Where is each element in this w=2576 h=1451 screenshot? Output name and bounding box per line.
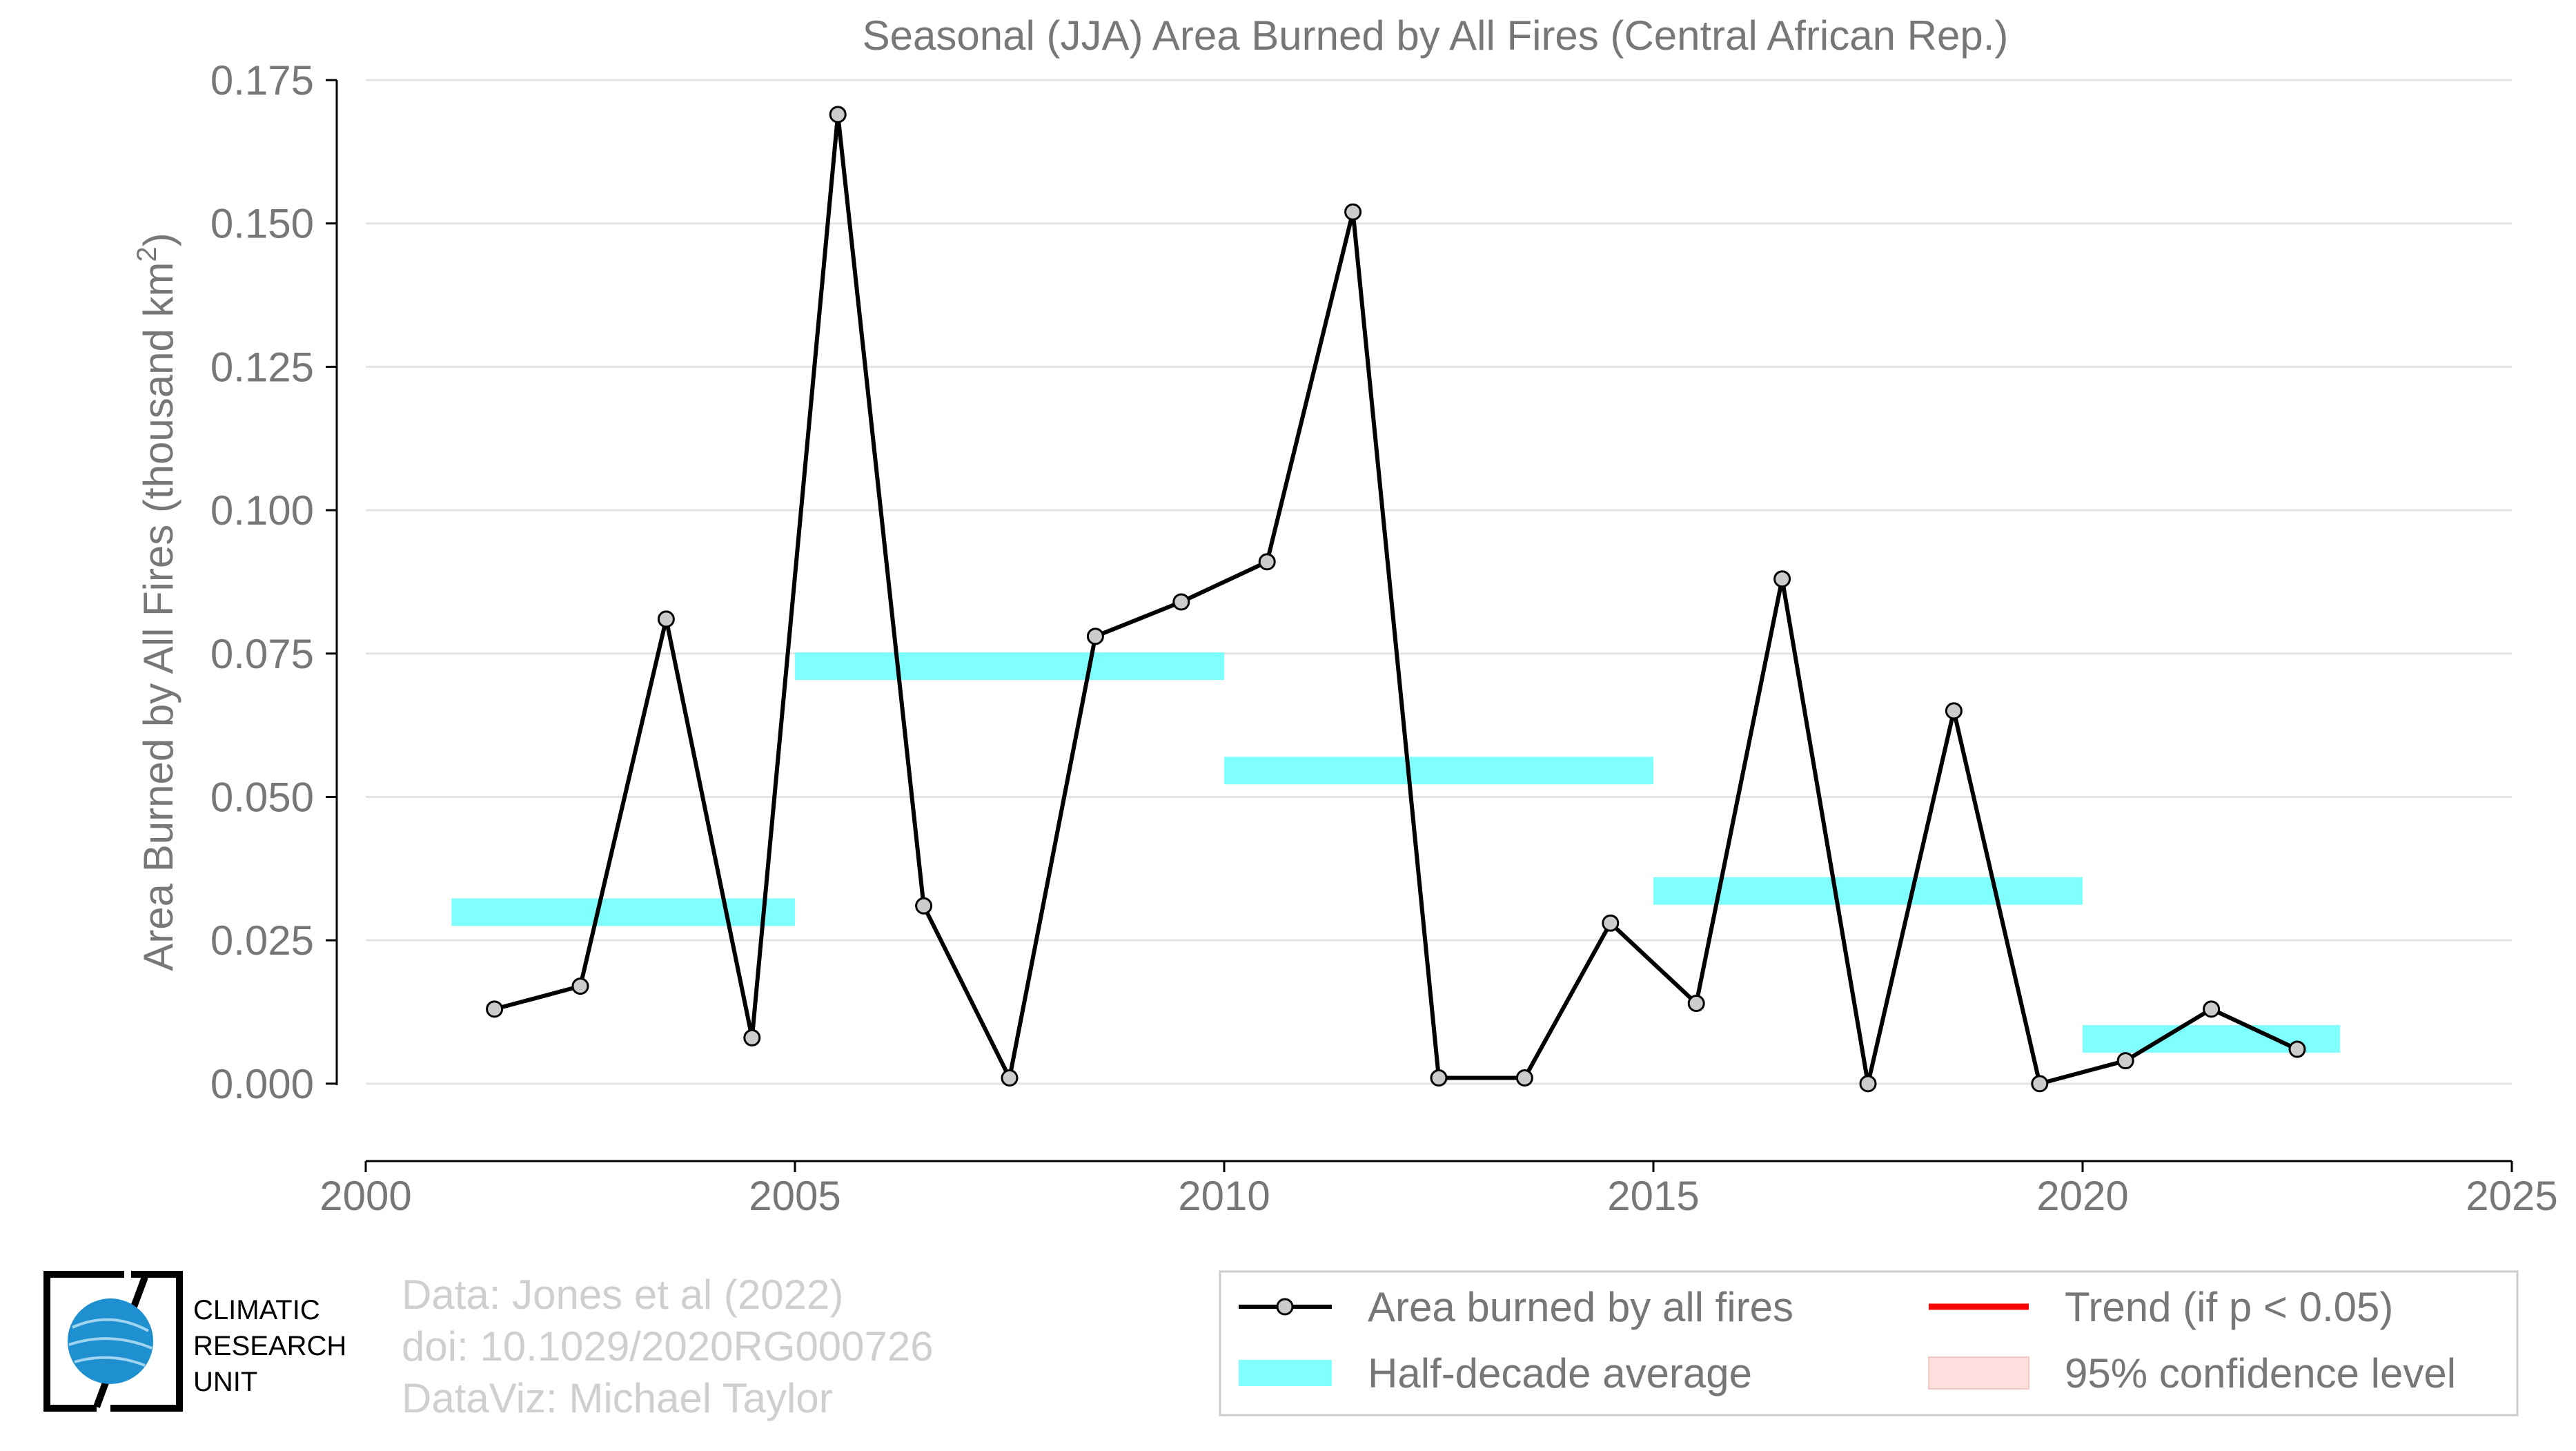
data-point xyxy=(1945,702,1963,720)
legend-label-half-decade: Half-decade average xyxy=(1368,1350,1752,1396)
data-point xyxy=(1086,627,1104,645)
credit-data-source: Data: Jones et al (2022) xyxy=(402,1272,844,1318)
globe-icon xyxy=(68,1298,153,1384)
credit-doi: doi: 10.1029/2020RG000726 xyxy=(402,1323,934,1370)
series-line xyxy=(493,112,2299,1086)
data-point xyxy=(486,1000,504,1018)
data-point xyxy=(1687,995,1705,1013)
half-decade-bands xyxy=(451,652,2341,1053)
globe-lines-icon xyxy=(68,1318,153,1367)
data-point xyxy=(743,1029,761,1046)
cru-logo xyxy=(41,1269,186,1414)
half-decade-average-bar xyxy=(1224,757,1653,785)
y-axis-label-end: ) xyxy=(135,233,181,246)
x-tick-label: 2025 xyxy=(2466,1173,2557,1219)
data-credits: Data: Jones et al (2022) doi: 10.1029/20… xyxy=(402,1269,934,1424)
gridlines xyxy=(366,79,2512,1085)
y-tick-label: 0.025 xyxy=(210,917,314,964)
y-tick-label: 0.125 xyxy=(210,344,314,390)
y-axis-label-superscript: 2 xyxy=(132,246,162,262)
chart-title: Seasonal (JJA) Area Burned by All Fires … xyxy=(863,12,2009,59)
data-point xyxy=(915,897,933,915)
y-tick-label: 0.150 xyxy=(210,201,314,247)
y-axis: 0.000 0.025 0.050 0.075 0.100 0.125 0.150 0.175 xyxy=(210,57,338,1107)
data-point xyxy=(1001,1069,1019,1087)
half-decade-average-bar xyxy=(1653,877,2083,905)
y-tick-label: 0.175 xyxy=(210,57,314,104)
legend-confidence-swatch xyxy=(1928,1356,2029,1390)
legend-marker-swatch xyxy=(1276,1298,1294,1316)
data-point xyxy=(571,977,589,995)
data-point xyxy=(2288,1040,2306,1058)
legend-box xyxy=(1219,1270,2519,1416)
series-markers xyxy=(486,106,2306,1093)
y-tick-label: 0.075 xyxy=(210,631,314,677)
x-tick-label: 2005 xyxy=(749,1173,840,1219)
credit-dataviz: DataViz: Michael Taylor xyxy=(402,1375,833,1421)
data-point xyxy=(1172,593,1190,611)
y-axis-label: Area Burned by All Fires (thousand km2) xyxy=(132,233,181,971)
data-point xyxy=(2116,1052,2134,1070)
y-tick-label: 0.000 xyxy=(210,1061,314,1107)
data-point xyxy=(829,106,847,124)
legend: Area burned by all fires Trend (if p < 0… xyxy=(1219,1270,2519,1416)
x-axis: 2000 2005 2010 2015 2020 2025 xyxy=(319,1160,2558,1219)
data-point xyxy=(1773,570,1791,588)
cru-logo-text: CLIMATIC RESEARCH UNIT xyxy=(193,1295,347,1397)
data-point xyxy=(1344,203,1362,221)
area-burned-line xyxy=(493,112,2299,1086)
x-tick-label: 2010 xyxy=(1178,1173,1270,1219)
x-tick-label: 2015 xyxy=(1607,1173,1699,1219)
data-point xyxy=(1258,553,1276,571)
data-point xyxy=(2203,1000,2221,1018)
logo-frame-icon xyxy=(43,1271,183,1412)
legend-half-decade-swatch xyxy=(1239,1360,1332,1386)
data-point xyxy=(2031,1075,2049,1093)
x-tick-label: 2000 xyxy=(319,1173,411,1219)
data-point xyxy=(657,610,675,628)
legend-label-area-burned: Area burned by all fires xyxy=(1368,1284,1793,1330)
data-point xyxy=(1602,914,1620,932)
half-decade-average-bar xyxy=(451,898,795,926)
half-decade-average-bar xyxy=(795,652,1224,681)
data-point xyxy=(1515,1069,1533,1087)
y-tick-label: 0.050 xyxy=(210,774,314,820)
legend-label-confidence: 95% confidence level xyxy=(2065,1350,2456,1396)
legend-label-trend: Trend (if p < 0.05) xyxy=(2065,1284,2393,1330)
data-point xyxy=(1430,1069,1448,1087)
y-tick-label: 0.100 xyxy=(210,487,314,534)
x-tick-label: 2020 xyxy=(2036,1173,2128,1219)
data-point xyxy=(1859,1075,1877,1093)
